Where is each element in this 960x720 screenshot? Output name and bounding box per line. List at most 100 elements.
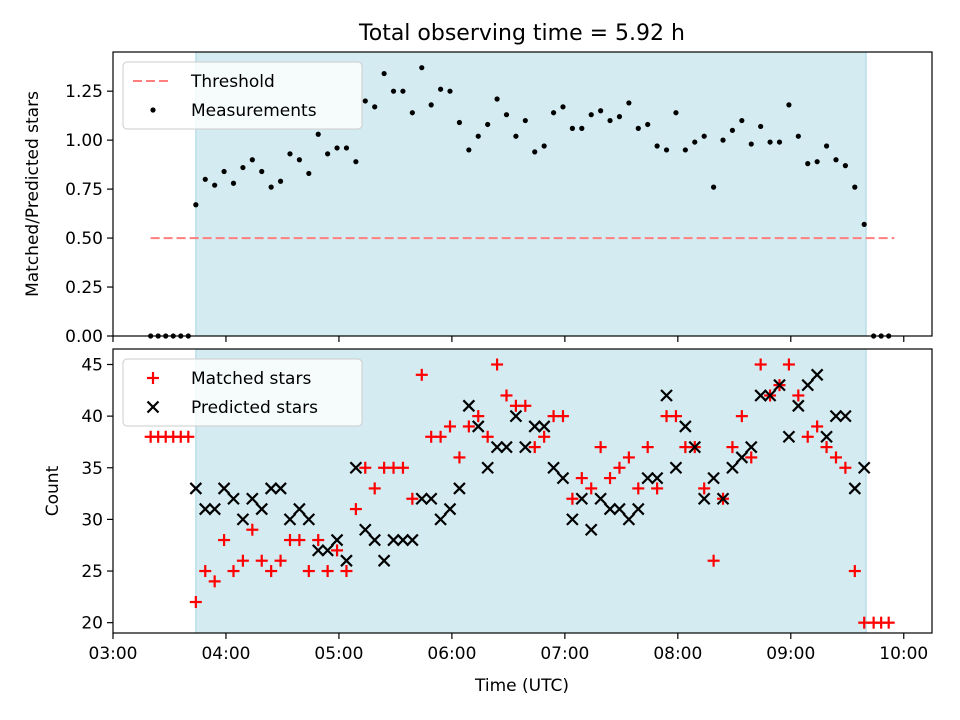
- x-tick-label: 05:00: [314, 644, 363, 664]
- predicted-star-point: [330, 533, 344, 547]
- y-tick-label: 0.00: [65, 327, 103, 347]
- x-b: [321, 544, 334, 557]
- predicted-star-point: [519, 440, 532, 454]
- matched-star-point: [312, 534, 325, 547]
- measurement-point: [711, 184, 717, 190]
- matched-star-point: [481, 430, 494, 443]
- predicted-star-point: [679, 420, 692, 433]
- measurement-point: [635, 125, 641, 131]
- measurement-point: [325, 151, 331, 157]
- y-tick-label: 1.00: [65, 131, 103, 151]
- measurement-point: [494, 96, 500, 102]
- x-b: [622, 513, 636, 526]
- predicted-star-point: [839, 409, 852, 423]
- matched-star-point: [189, 596, 202, 609]
- measurement-point: [381, 70, 387, 77]
- matched-star-point: [265, 565, 278, 578]
- x-tick-label: 08:00: [653, 644, 702, 664]
- matched-star-point: [246, 523, 259, 536]
- measurement-point: [503, 112, 510, 118]
- matched-star-point: [735, 410, 748, 423]
- x-b: [340, 554, 353, 567]
- matched-star-point: [368, 482, 381, 495]
- matched-star-point: [227, 565, 240, 578]
- predicted-star-point: [547, 461, 560, 475]
- measurement-point: [607, 117, 613, 124]
- x-b: [829, 409, 843, 423]
- x-tick-label: 03:00: [89, 644, 138, 664]
- y-tick-label: 0.75: [65, 180, 103, 200]
- predicted-star-point: [584, 523, 598, 537]
- predicted-star-point: [697, 492, 711, 506]
- measurement-point: [334, 145, 340, 151]
- predicted-star-point: [340, 554, 353, 567]
- y-tick-label: 25: [81, 562, 103, 582]
- predicted-star-point: [500, 440, 513, 454]
- measurement-point: [833, 157, 839, 163]
- predicted-star-point: [283, 513, 297, 526]
- predicted-star-point: [349, 461, 363, 475]
- legend-box: [122, 358, 363, 427]
- x-b: [443, 502, 457, 516]
- measurement-point: [230, 180, 237, 186]
- x-b: [490, 440, 504, 454]
- x-b: [396, 533, 410, 547]
- predicted-star-point: [293, 502, 306, 516]
- measurement-point: [729, 127, 736, 133]
- predicted-star-point: [820, 430, 833, 444]
- measurement-point: [823, 143, 830, 149]
- predicted-star-point: [509, 409, 523, 423]
- x-b: [509, 409, 523, 423]
- predicted-star-point: [302, 513, 316, 526]
- legend: Matched stars Predicted stars: [122, 358, 363, 427]
- predicted-star-point: [537, 420, 551, 433]
- predicted-star-point: [471, 420, 485, 433]
- y-axis-label: Matched/Predicted stars: [23, 91, 43, 297]
- measurement-point: [372, 104, 378, 110]
- measurement-point: [748, 141, 754, 147]
- legend: Threshold Measurements: [122, 61, 363, 130]
- x-b: [641, 471, 654, 485]
- predicted-star-point: [810, 368, 824, 382]
- matched-star-point: [585, 482, 598, 495]
- x-b: [744, 440, 758, 454]
- predicted-star-point: [782, 430, 796, 444]
- measurement-point: [532, 149, 538, 155]
- x-b: [547, 461, 560, 475]
- measurement-point: [277, 178, 284, 184]
- predicted-star-point: [255, 502, 269, 516]
- predicted-star-point: [660, 389, 673, 402]
- x-b: [763, 389, 777, 402]
- predicted-star-point: [857, 461, 871, 475]
- matched-star-point: [820, 441, 833, 454]
- measurement-point: [466, 147, 472, 153]
- x-b: [679, 420, 692, 433]
- measurement-point: [362, 98, 368, 104]
- predicted-star-point: [490, 440, 504, 454]
- x-b: [519, 440, 532, 454]
- predicted-star-point: [726, 461, 739, 475]
- matched-star-point: [594, 441, 607, 454]
- measurement-point: [400, 88, 406, 94]
- x-b: [330, 533, 344, 547]
- matched-star-point: [839, 461, 852, 474]
- measurement-point: [645, 121, 651, 128]
- x-b: [792, 399, 805, 413]
- x-b: [848, 482, 862, 495]
- measurement-point: [739, 117, 745, 124]
- predicted-star-point: [368, 533, 381, 547]
- x-b: [424, 492, 438, 506]
- x-b: [471, 420, 485, 433]
- measurement-point: [390, 88, 397, 94]
- matched-star-point: [811, 420, 824, 433]
- x-axis-label: Time (UTC): [474, 676, 569, 696]
- matched-star-point: [556, 410, 569, 423]
- matched-star-point: [359, 461, 372, 474]
- measurement-point: [663, 147, 670, 153]
- x-b: [349, 461, 363, 475]
- measurement-point: [522, 117, 528, 124]
- x-b: [697, 492, 711, 506]
- x-b: [613, 502, 626, 516]
- x-b: [584, 523, 598, 537]
